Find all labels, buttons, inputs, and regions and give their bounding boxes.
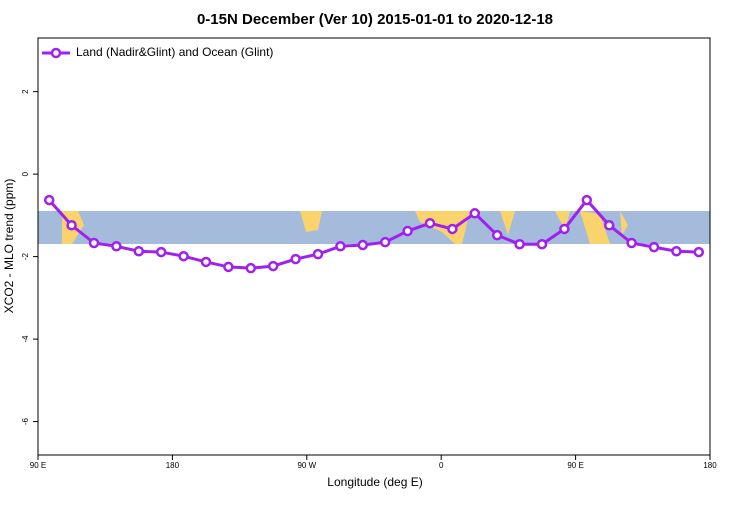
chart-title: 0-15N December (Ver 10) 2015-01-01 to 20… [197, 11, 553, 28]
x-tick-label: 180 [703, 461, 717, 470]
data-point [536, 238, 548, 250]
x-tick-label: 180 [166, 461, 180, 470]
x-tick-label: 90 E [30, 461, 46, 470]
data-point [671, 245, 682, 257]
data-point [133, 245, 145, 257]
x-tick-label: 90 W [297, 461, 316, 470]
data-point [357, 239, 369, 251]
data-point [111, 241, 122, 252]
data-point [424, 217, 436, 229]
y-tick-label: 0 [21, 171, 30, 176]
data-point [335, 241, 346, 252]
data-point [447, 223, 458, 235]
y-axis-label: XCO2 - MLO trend (ppm) [2, 179, 16, 314]
data-point [290, 253, 301, 265]
data-point [88, 237, 100, 249]
data-point [469, 208, 481, 219]
data-point [402, 225, 413, 237]
map-band [38, 211, 710, 244]
data-point [155, 246, 167, 258]
x-tick-label: 0 [439, 461, 444, 470]
data-point [648, 241, 660, 253]
data-point [379, 236, 391, 248]
legend-marker [50, 47, 62, 59]
data-point [559, 223, 570, 235]
legend-label: Land (Nadir&Glint) and Ocean (Glint) [76, 45, 273, 59]
data-point [43, 194, 55, 206]
y-tick-label: -2 [21, 253, 30, 261]
data-point [223, 261, 234, 273]
data-point [200, 256, 212, 268]
y-tick-label: -4 [21, 335, 30, 343]
x-axis-label: Longitude (deg E) [327, 475, 422, 489]
plot-frame [37, 37, 711, 456]
data-point [581, 194, 593, 206]
data-point [693, 246, 705, 258]
data-point [66, 220, 77, 231]
data-point [626, 237, 637, 249]
data-point [603, 220, 615, 231]
data-point [491, 229, 503, 241]
data-point [178, 250, 189, 262]
data-point [312, 248, 324, 260]
data-point [514, 238, 525, 250]
y-tick-label: 2 [21, 89, 30, 94]
x-tick-label: 90 E [567, 461, 583, 470]
data-point [245, 262, 257, 274]
y-tick-label: -6 [21, 417, 30, 425]
data-point [267, 260, 279, 272]
